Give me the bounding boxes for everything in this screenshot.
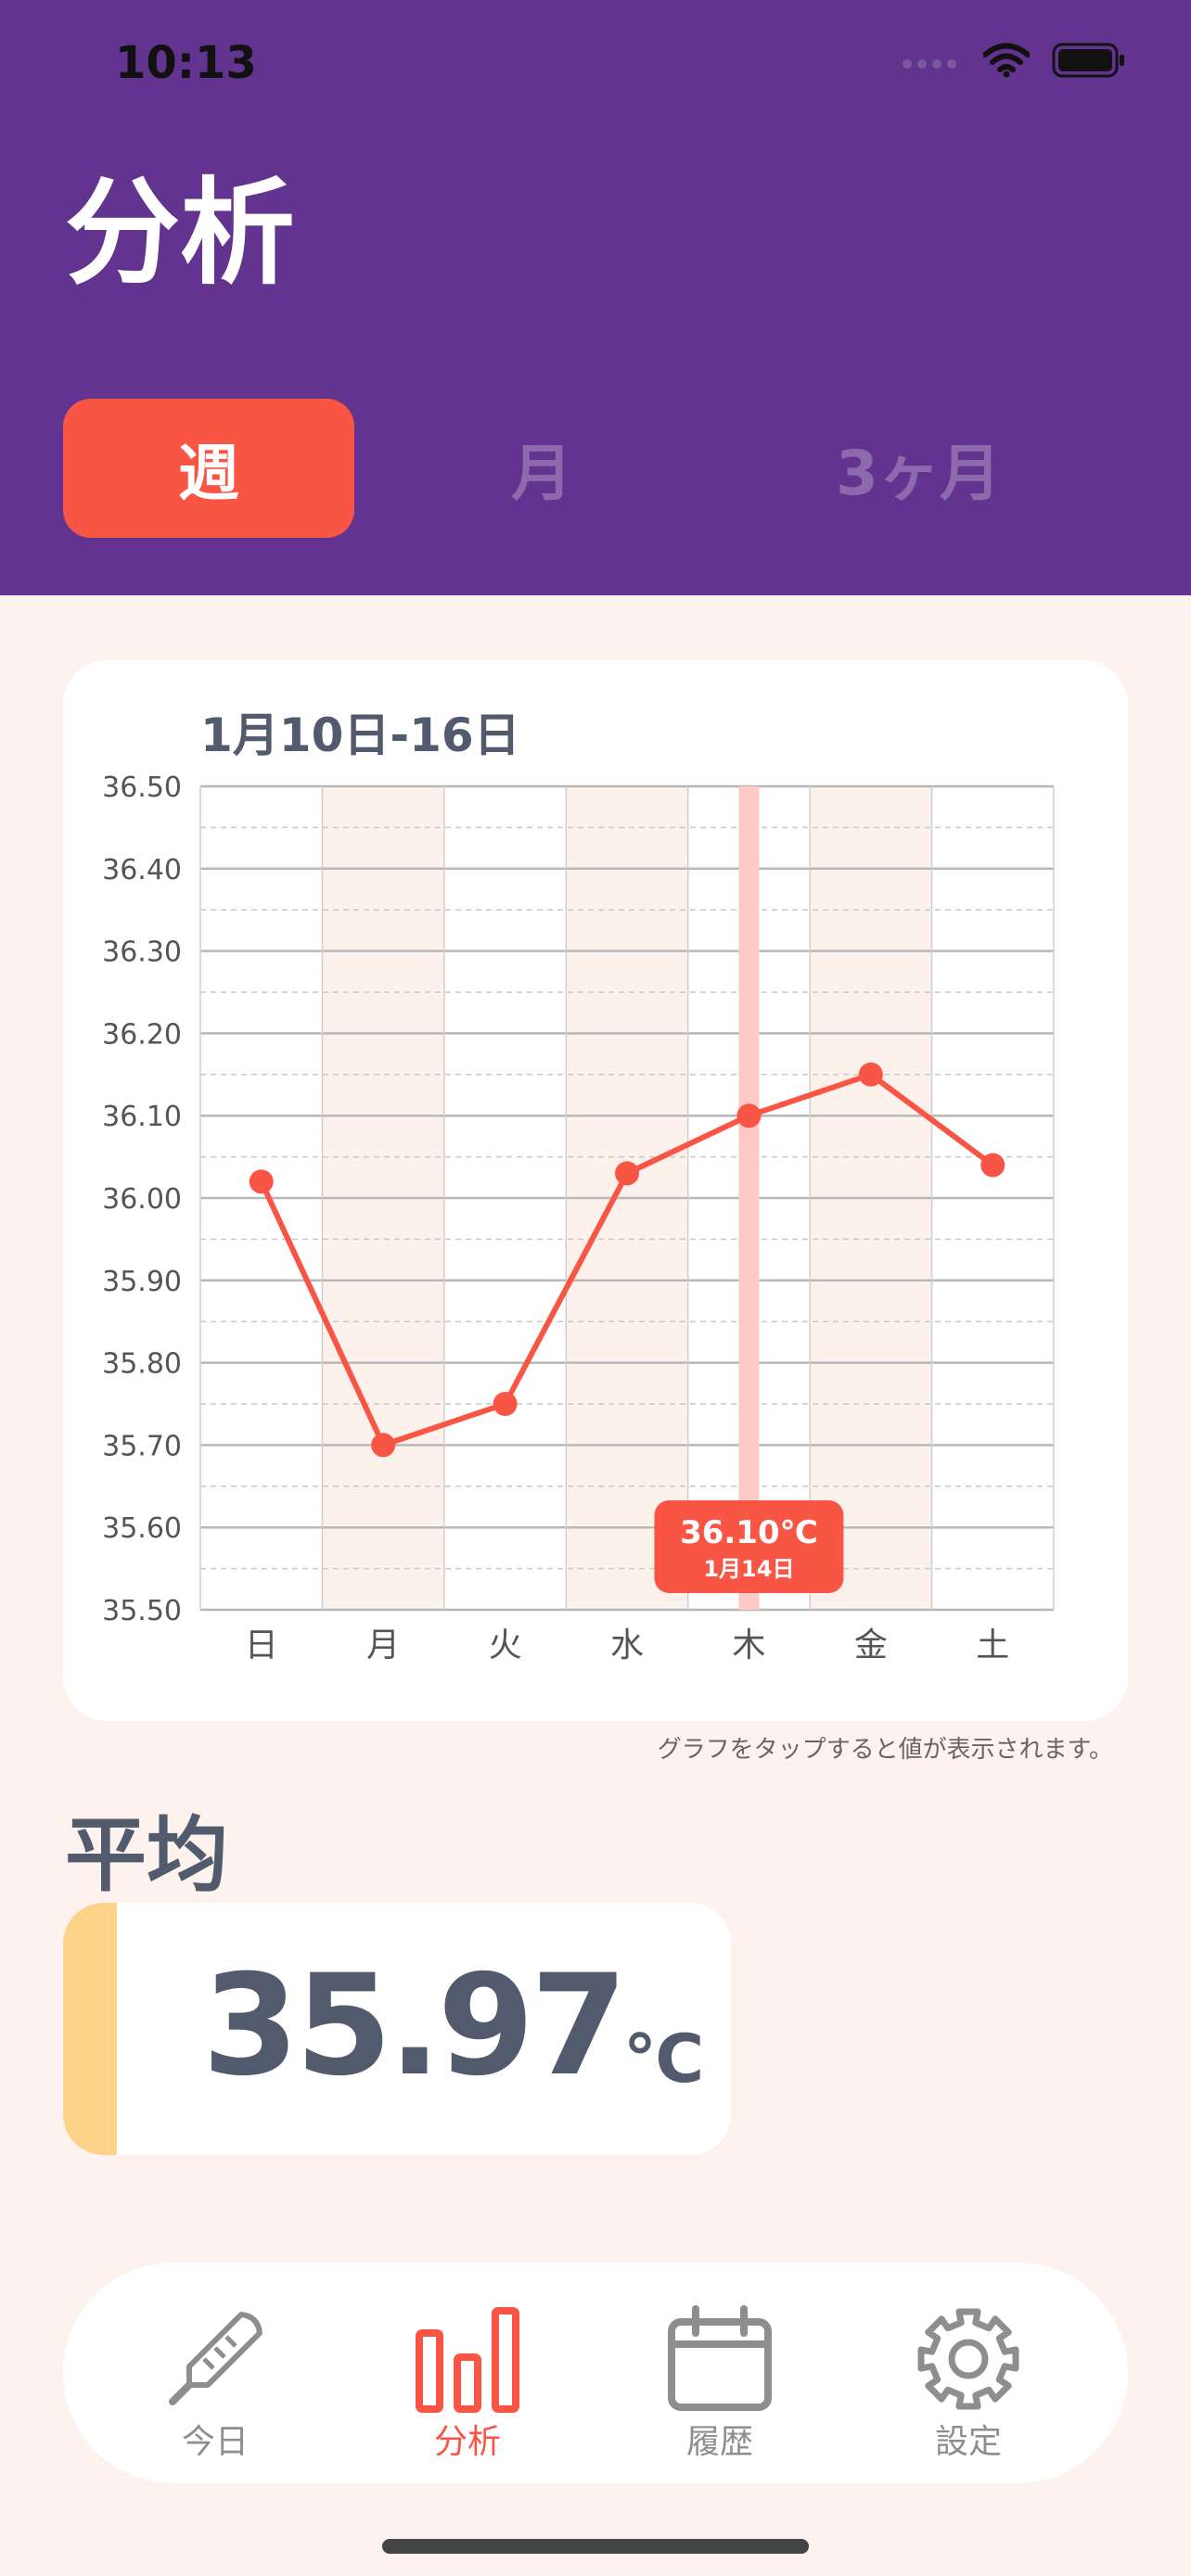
average-unit: ℃: [623, 2020, 705, 2098]
data-point: [493, 1392, 518, 1416]
page-title: 分析: [65, 167, 296, 300]
y-tick-label: 35.80: [102, 1348, 182, 1381]
y-tick-label: 35.60: [102, 1512, 182, 1545]
y-tick-label: 36.50: [102, 772, 182, 804]
gear-icon: [917, 2308, 1019, 2410]
tab-month[interactable]: 月: [511, 438, 572, 509]
status-icons: [902, 43, 1126, 78]
average-label: 平均: [65, 1807, 229, 1903]
y-tick-label: 35.70: [102, 1430, 182, 1462]
data-point: [858, 1062, 883, 1087]
tab-bar-today[interactable]: 今日: [122, 2305, 308, 2463]
cellular-signal-icon: [903, 59, 956, 69]
data-point: [371, 1433, 396, 1458]
bar-chart-icon: [416, 2307, 519, 2413]
data-point: [980, 1153, 1005, 1178]
chart-hint: グラフをタップすると値が表示されます。: [657, 1736, 1113, 1764]
chart-title: 1月10日-16日: [200, 708, 520, 762]
x-tick-label: 金: [854, 1626, 888, 1664]
value-tooltip: 36.10℃ 1月14日: [654, 1500, 844, 1593]
chart-card[interactable]: 1月10日-16日 36.50 36.40 36.30 36.20 36.10 36.00…: [63, 660, 1128, 1721]
tab-bar-settings[interactable]: 設定: [876, 2305, 1061, 2463]
y-tick-label: 35.50: [102, 1595, 182, 1627]
tab-bar: 今日 分析 履歴 設定: [63, 2263, 1128, 2483]
tab-3-months[interactable]: 3ヶ月: [836, 438, 1001, 509]
tab-bar-history-label: 履歴: [685, 2423, 753, 2461]
tooltip-date: 1月14日: [703, 1556, 794, 1582]
average-card: 35.97 ℃: [63, 1903, 731, 2155]
x-tick-label: 火: [489, 1626, 522, 1664]
x-tick-label: 木: [732, 1626, 765, 1664]
x-tick-label: 日: [245, 1626, 278, 1664]
temperature-chart[interactable]: 1月10日-16日 36.50 36.40 36.30 36.20 36.10 36.00…: [63, 660, 1128, 1721]
calendar-icon: [668, 2305, 772, 2411]
tab-bar-settings-label: 設定: [934, 2423, 1002, 2461]
y-tick-label: 36.40: [102, 854, 182, 886]
tab-bar-today-label: 今日: [181, 2423, 249, 2461]
thermometer-icon: [169, 2312, 263, 2405]
status-time: 10:13: [115, 37, 257, 89]
tab-bar-analysis[interactable]: 分析: [375, 2305, 560, 2463]
wifi-icon: [983, 43, 1030, 78]
tab-bar-analysis-label: 分析: [433, 2423, 501, 2461]
x-tick-label: 月: [366, 1626, 400, 1664]
average-stripe: [63, 1903, 117, 2155]
gear-outline: [917, 2308, 1019, 2410]
tab-bar-history[interactable]: 履歴: [627, 2305, 813, 2463]
x-tick-label: 水: [610, 1626, 644, 1664]
y-tick-label: 35.90: [102, 1266, 182, 1298]
home-indicator: [382, 2539, 809, 2554]
data-point: [249, 1169, 274, 1194]
selected-day-highlight: [738, 786, 760, 1610]
data-point: [736, 1103, 762, 1129]
average-value: 35.97: [202, 1945, 627, 2107]
y-tick-label: 36.30: [102, 937, 182, 969]
y-tick-label: 36.10: [102, 1101, 182, 1133]
x-tick-label: 土: [976, 1626, 1009, 1664]
tooltip-value: 36.10℃: [680, 1514, 818, 1551]
data-point: [615, 1161, 639, 1186]
battery-icon: [1052, 43, 1124, 78]
tab-week[interactable]: 週: [63, 399, 354, 538]
y-tick-label: 36.00: [102, 1183, 182, 1216]
header: 10:13 分析 週 月 3ヶ月: [0, 0, 1191, 595]
tooltip-background: [654, 1500, 844, 1593]
y-tick-label: 36.20: [102, 1018, 182, 1051]
